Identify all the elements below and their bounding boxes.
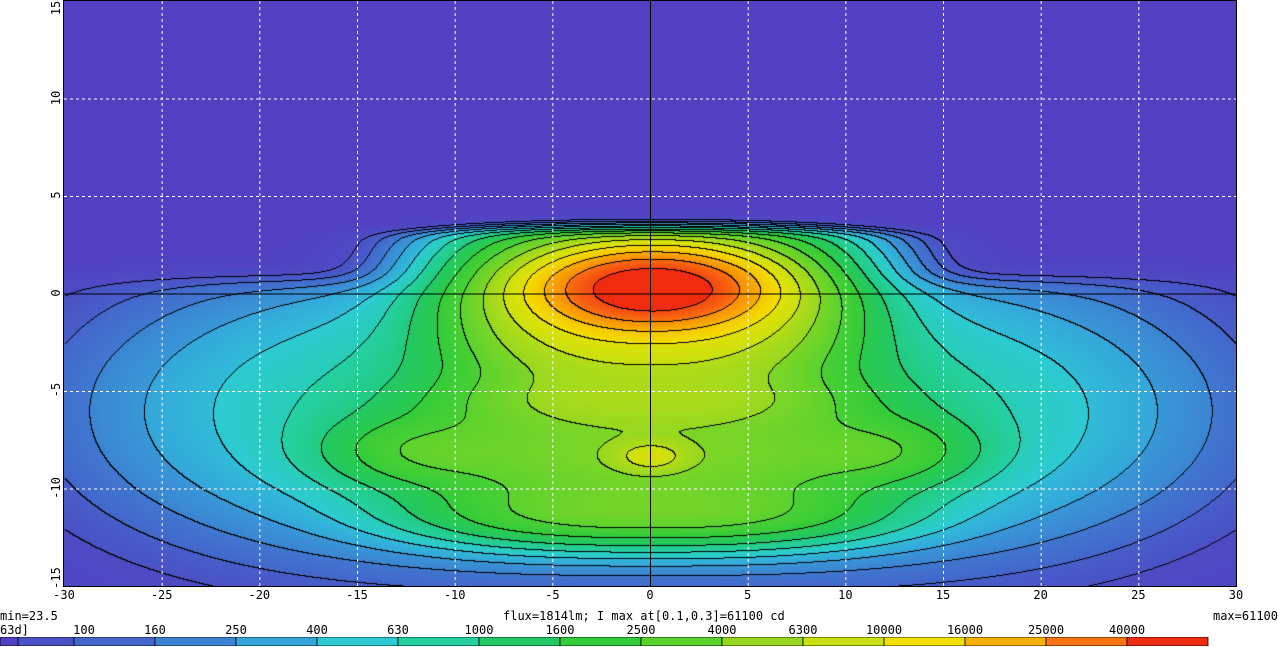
x-tick-label: 30 <box>1228 588 1244 602</box>
x-tick-label: 25 <box>1131 588 1146 602</box>
x-tick-label: -10 <box>443 588 466 602</box>
colorbar-segment <box>964 637 1047 646</box>
colorbar-segment <box>154 637 237 646</box>
y-tick-label: 5 <box>49 191 63 199</box>
x-tick-label: -20 <box>248 588 271 602</box>
colorbar-segment <box>1045 637 1128 646</box>
x-tick-label: 10 <box>838 588 853 602</box>
y-tick-label: -5 <box>49 382 63 398</box>
colorbar <box>0 637 1209 646</box>
x-tick-label: -5 <box>545 588 560 602</box>
colorbar-level-label: 250 <box>225 623 247 637</box>
colorbar-level-label: 100 <box>73 623 95 637</box>
colorbar-segment <box>17 637 75 646</box>
y-tick-label: -15 <box>49 567 63 589</box>
colorbar-segment <box>235 637 318 646</box>
colorbar-level-label: 160 <box>144 623 166 637</box>
colorbar-segment <box>73 637 156 646</box>
colorbar-level-label: 40000 <box>1108 623 1146 637</box>
colorbar-level-label: 400 <box>306 623 328 637</box>
colorbar-segment <box>397 637 480 646</box>
x-tick-label: -25 <box>150 588 173 602</box>
grid-overlay <box>64 1 1236 586</box>
max-label: max=61100 <box>1212 609 1278 623</box>
y-tick-label: 0 <box>49 288 63 297</box>
x-tick-label: 15 <box>935 588 951 602</box>
colorbar-level-label: 6300 <box>788 623 818 637</box>
flux-info-label: flux=1814lm; I max at[0.1,0.3]=61100 cd <box>503 609 785 623</box>
x-tick-label: -15 <box>346 588 368 602</box>
y-tick-label: 15 <box>49 0 63 16</box>
colorbar-segment <box>0 637 19 646</box>
colorbar-segment <box>478 637 561 646</box>
x-tick-label: -30 <box>53 588 75 602</box>
colorbar-level-label: 2500 <box>626 623 656 637</box>
colorbar-level-label: 1000 <box>464 623 494 637</box>
y-tick-label: -10 <box>49 476 63 499</box>
colorbar-segment <box>640 637 723 646</box>
colorbar-level-label: 630 <box>387 623 409 637</box>
x-tick-label: 0 <box>646 588 654 602</box>
x-tick-label: 5 <box>744 588 752 602</box>
colorbar-segment <box>316 637 399 646</box>
colorbar-first-label: 63d] <box>0 623 29 637</box>
colorbar-segment <box>559 637 642 646</box>
colorbar-segment <box>721 637 804 646</box>
colorbar-level-label: 4000 <box>707 623 737 637</box>
colorbar-segment <box>1126 637 1209 646</box>
colorbar-level-label: 16000 <box>946 623 984 637</box>
min-label: min=23.5 <box>0 609 58 623</box>
colorbar-segment <box>802 637 885 646</box>
colorbar-level-label: 25000 <box>1027 623 1065 637</box>
colorbar-level-label: 10000 <box>865 623 903 637</box>
colorbar-segment <box>883 637 966 646</box>
y-tick-label: 10 <box>49 90 63 105</box>
heatmap-plot-area <box>63 0 1237 587</box>
colorbar-level-label: 1600 <box>545 623 575 637</box>
x-tick-label: 20 <box>1033 588 1048 602</box>
